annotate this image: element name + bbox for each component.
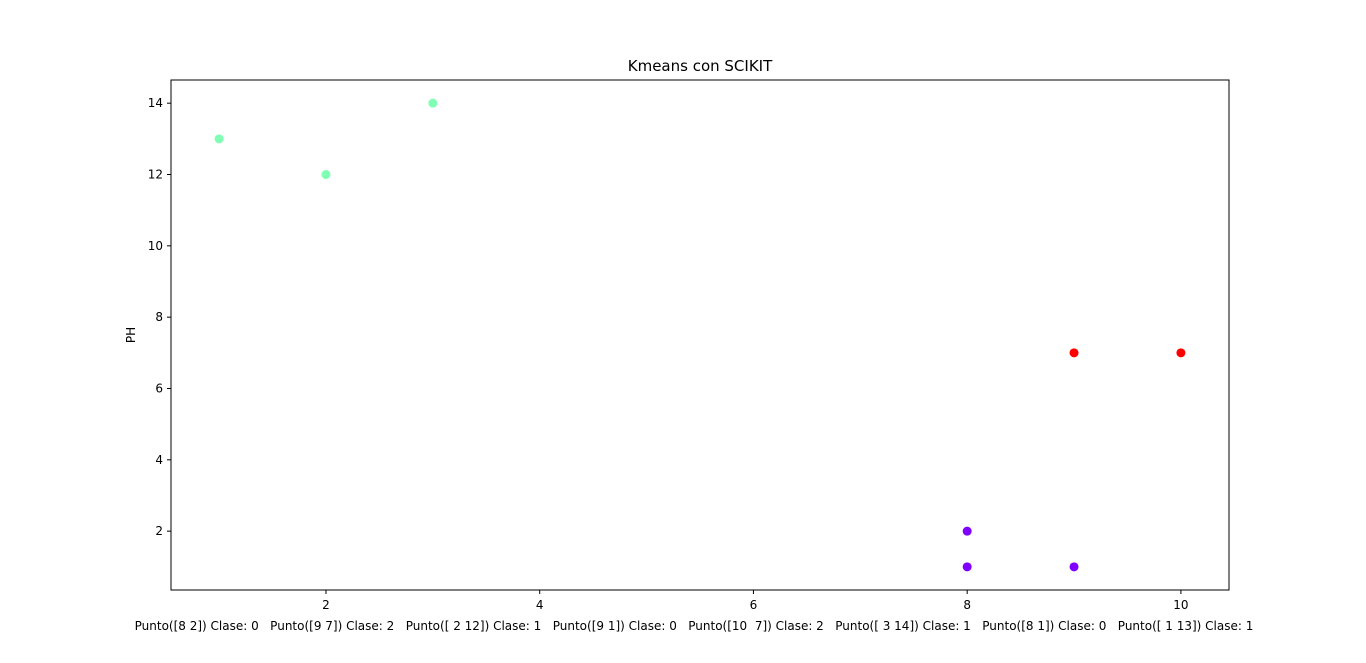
data-point (321, 170, 331, 180)
y-tick-label: 12 (148, 168, 163, 182)
x-axis-label: Punto([8 2]) Clase: 0 Punto([9 7]) Clase… (135, 619, 1254, 633)
y-tick-label: 14 (148, 96, 163, 110)
data-point (962, 562, 972, 572)
data-point (962, 526, 972, 536)
x-tick-label: 10 (1173, 598, 1188, 612)
plot-frame (170, 79, 1230, 591)
y-tick-label: 2 (155, 524, 163, 538)
data-point (1069, 562, 1079, 572)
data-point (1069, 348, 1079, 358)
x-tick-label: 6 (750, 598, 758, 612)
x-tick-label: 4 (536, 598, 544, 612)
data-point (1176, 348, 1186, 358)
y-tick-label: 6 (155, 381, 163, 395)
chart-title: Kmeans con SCIKIT (628, 57, 773, 75)
y-tick-label: 4 (155, 453, 163, 467)
x-tick-label: 8 (963, 598, 971, 612)
data-point (214, 134, 224, 144)
y-axis-label: PH (124, 327, 138, 343)
x-tick-label: 2 (322, 598, 330, 612)
plot-area: 2 4 6 8 10 2 4 6 8 10 12 14 (148, 79, 1230, 612)
data-point (428, 98, 438, 108)
y-tick-label: 8 (155, 310, 163, 324)
y-tick-label: 10 (148, 239, 163, 253)
